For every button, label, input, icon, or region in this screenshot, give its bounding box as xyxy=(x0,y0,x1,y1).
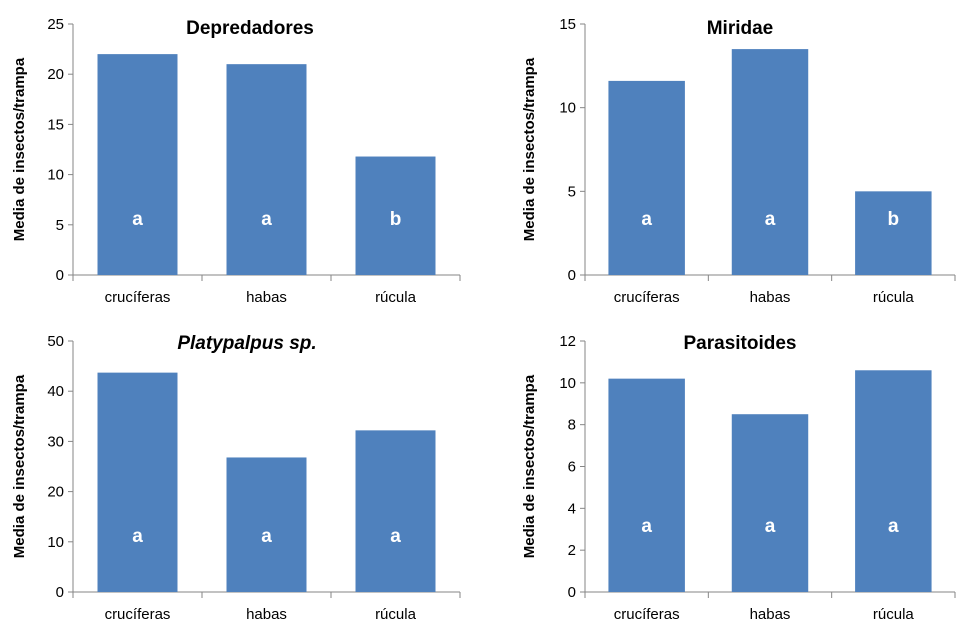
parasitoides-bar-label-2: a xyxy=(888,516,899,537)
depredadores-y-tick-label: 20 xyxy=(47,66,64,83)
platypalpus-category-label-2: rúcula xyxy=(375,606,417,623)
parasitoides-y-tick-label: 8 xyxy=(568,417,576,434)
depredadores-y-tick-label: 5 xyxy=(56,217,64,234)
miridae-bar-label-2: b xyxy=(888,209,900,230)
miridae-y-axis-label: Media de insectos/trampa xyxy=(521,57,538,241)
miridae-y-tick-label: 15 xyxy=(559,16,576,33)
platypalpus-bar-label-0: a xyxy=(132,526,143,547)
platypalpus-category-label-1: habas xyxy=(246,606,287,623)
parasitoides-y-tick-label: 12 xyxy=(559,333,576,350)
miridae-bar-1 xyxy=(731,49,809,275)
miridae-bar-label-0: a xyxy=(641,209,652,230)
depredadores-category-label-0: crucíferas xyxy=(105,289,171,306)
parasitoides-bar-label-1: a xyxy=(765,516,776,537)
parasitoides-y-tick-label: 0 xyxy=(568,584,576,601)
parasitoides-category-label-2: rúcula xyxy=(873,606,915,623)
platypalpus-bar-label-1: a xyxy=(261,526,272,547)
platypalpus-category-label-0: crucíferas xyxy=(105,606,171,623)
platypalpus-title: Platypalpus sp. xyxy=(177,333,316,354)
parasitoides-y-tick-label: 6 xyxy=(568,459,576,476)
depredadores-category-label-1: habas xyxy=(246,289,287,306)
parasitoides-title: Parasitoides xyxy=(684,333,797,354)
miridae-category-label-0: crucíferas xyxy=(614,289,680,306)
parasitoides-y-tick-label: 4 xyxy=(568,500,576,517)
miridae-y-tick-label: 10 xyxy=(559,100,576,117)
depredadores-bar-label-1: a xyxy=(261,209,272,230)
platypalpus-bar-label-2: a xyxy=(390,526,401,547)
platypalpus-y-tick-label: 20 xyxy=(47,484,64,501)
miridae-y-tick-label: 5 xyxy=(568,183,576,200)
miridae-bar-0 xyxy=(608,80,685,275)
platypalpus-y-tick-label: 30 xyxy=(47,433,64,450)
parasitoides-y-tick-label: 10 xyxy=(559,375,576,392)
platypalpus-bar-0 xyxy=(97,372,178,592)
depredadores-y-tick-label: 15 xyxy=(47,116,64,133)
miridae-category-label-2: rúcula xyxy=(873,289,915,306)
depredadores-y-tick-label: 25 xyxy=(47,16,64,33)
chart-panel-parasitoides: 0 2 4 6 8 10 12 a crucíferas a habas a rúcula Parasit… xyxy=(521,333,956,623)
depredadores-bar-0 xyxy=(97,54,178,276)
depredadores-bar-label-0: a xyxy=(132,209,143,230)
platypalpus-bar-1 xyxy=(226,457,307,592)
platypalpus-y-tick-label: 0 xyxy=(56,584,64,601)
parasitoides-y-tick-label: 2 xyxy=(568,542,576,559)
parasitoides-category-label-0: crucíferas xyxy=(614,606,680,623)
depredadores-bar-label-2: b xyxy=(390,209,402,230)
depredadores-bar-2 xyxy=(355,156,436,275)
miridae-category-label-1: habas xyxy=(750,289,791,306)
depredadores-bar-1 xyxy=(226,64,307,275)
parasitoides-bar-1 xyxy=(731,414,809,592)
chart-panel-depredadores: 0 5 10 15 20 25 a crucíferas a habas b rúcula Depred… xyxy=(11,16,461,306)
miridae-title: Miridae xyxy=(707,18,774,39)
platypalpus-y-tick-label: 40 xyxy=(47,383,64,400)
parasitoides-bar-0 xyxy=(608,378,685,592)
chart-panel-miridae: 0 5 10 15 a crucíferas a habas b rúcula Miridae Med… xyxy=(521,16,956,306)
depredadores-y-axis-label: Media de insectos/trampa xyxy=(11,57,28,241)
parasitoides-bar-label-0: a xyxy=(641,516,652,537)
platypalpus-y-tick-label: 10 xyxy=(47,534,64,551)
platypalpus-y-tick-label: 50 xyxy=(47,333,64,350)
depredadores-y-tick-label: 10 xyxy=(47,167,64,184)
platypalpus-y-axis-label: Media de insectos/trampa xyxy=(11,374,28,558)
miridae-bar-2 xyxy=(855,191,932,275)
parasitoides-category-label-1: habas xyxy=(750,606,791,623)
depredadores-title: Depredadores xyxy=(186,18,314,39)
depredadores-y-tick-label: 0 xyxy=(56,267,64,284)
parasitoides-y-axis-label: Media de insectos/trampa xyxy=(521,374,538,558)
depredadores-category-label-2: rúcula xyxy=(375,289,417,306)
miridae-y-tick-label: 0 xyxy=(568,267,576,284)
parasitoides-bar-2 xyxy=(855,370,932,592)
chart-panel-platypalpus: 0 10 20 30 40 50 a crucíferas a habas a rúcula Platy… xyxy=(11,333,461,623)
miridae-bar-label-1: a xyxy=(765,209,776,230)
platypalpus-bar-2 xyxy=(355,430,436,592)
